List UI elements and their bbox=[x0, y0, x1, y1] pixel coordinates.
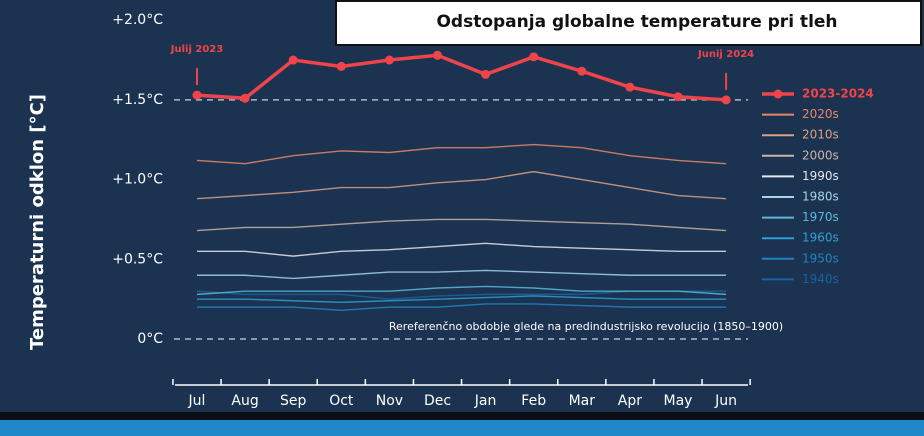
point bbox=[240, 93, 250, 103]
decade-line bbox=[196, 285, 727, 296]
y-tick-label: +1.0°C bbox=[112, 172, 163, 188]
annotation: Rereferenčno obdobje glede na predindust… bbox=[389, 320, 783, 333]
legend-label: 2000s bbox=[802, 148, 839, 162]
x-tick-label: Sep bbox=[280, 393, 307, 409]
footer-bar bbox=[0, 420, 924, 436]
decade-line bbox=[196, 218, 727, 232]
annotation: Julij 2023 bbox=[170, 44, 223, 55]
point bbox=[288, 55, 298, 65]
point bbox=[192, 90, 202, 100]
decade-line bbox=[197, 303, 727, 312]
x-tick-label: Jun bbox=[714, 393, 737, 409]
decade-line bbox=[197, 295, 727, 304]
x-tick-label: May bbox=[664, 393, 693, 409]
y-axis-label: Temperaturni odklon [°C] bbox=[27, 94, 48, 350]
y-tick-label: 0°C bbox=[137, 331, 163, 347]
legend-label: 1970s bbox=[802, 210, 839, 224]
x-tick-label: Nov bbox=[376, 393, 403, 409]
point bbox=[481, 69, 491, 79]
x-tick-label: Feb bbox=[521, 393, 546, 409]
x-tick-label: Aug bbox=[231, 393, 258, 409]
legend-label: 1940s bbox=[802, 272, 839, 286]
x-tick-label: Mar bbox=[569, 393, 596, 409]
decade-line bbox=[196, 170, 727, 200]
decade-line bbox=[197, 269, 727, 280]
legend-label: 1990s bbox=[802, 169, 839, 183]
legend-label: 2020s bbox=[802, 107, 839, 121]
x-tick-label: Dec bbox=[424, 393, 451, 409]
x-tick-label: Oct bbox=[329, 393, 354, 409]
legend-label: 2023-2024 bbox=[802, 87, 874, 101]
legend-label: 1950s bbox=[802, 251, 839, 265]
point bbox=[673, 92, 683, 102]
title-box bbox=[335, 0, 922, 46]
legend-marker bbox=[773, 89, 783, 99]
y-tick-label: +1.5°C bbox=[112, 92, 163, 108]
y-tick-label: +2.0°C bbox=[112, 12, 163, 28]
x-tick-label: Apr bbox=[618, 393, 642, 409]
legend-label: 2010s bbox=[802, 128, 839, 142]
highlight-line bbox=[196, 53, 727, 102]
x-tick-label: Jan bbox=[474, 393, 497, 409]
point bbox=[577, 66, 587, 76]
annotation: Junij 2024 bbox=[697, 49, 754, 60]
point bbox=[384, 55, 394, 65]
point bbox=[721, 95, 731, 105]
point bbox=[336, 61, 346, 71]
decade-line bbox=[197, 242, 727, 257]
point bbox=[529, 52, 539, 62]
footer-band bbox=[0, 412, 924, 420]
x-tick-label: Jul bbox=[188, 393, 206, 409]
legend-label: 1960s bbox=[802, 231, 839, 245]
y-tick-label: +0.5°C bbox=[112, 251, 163, 267]
chart-title: Odstopanja globalne temperature pri tleh bbox=[436, 12, 837, 32]
point bbox=[625, 82, 635, 92]
legend-label: 1980s bbox=[802, 190, 839, 204]
point bbox=[433, 50, 442, 60]
decade-line bbox=[196, 143, 727, 165]
